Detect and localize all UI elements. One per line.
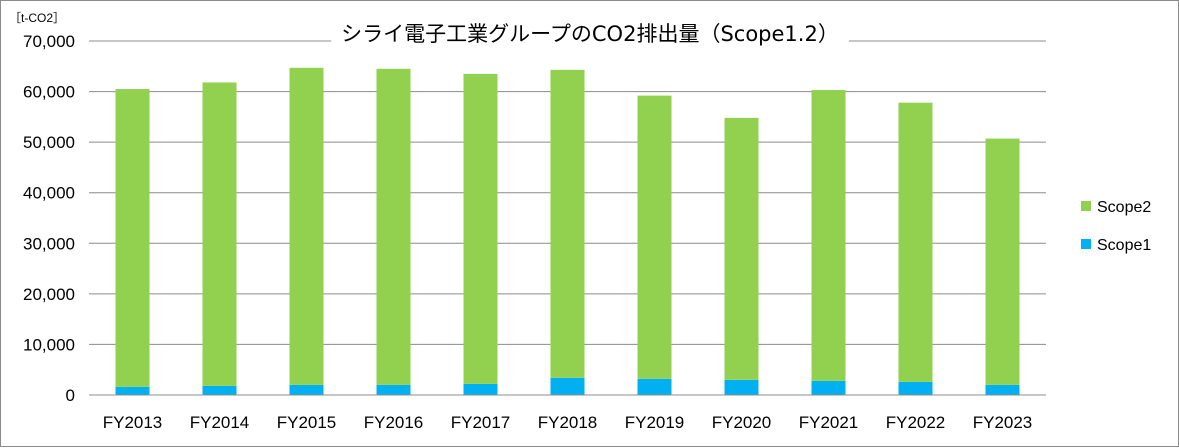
legend-swatch-scope2 — [1081, 201, 1091, 211]
y-tick-label: 50,000 — [23, 133, 75, 152]
bar-scope1-fy2019 — [637, 378, 672, 395]
y-tick-label: 30,000 — [23, 234, 75, 253]
bar-scope1-fy2013 — [115, 386, 150, 395]
y-tick-label: 20,000 — [23, 285, 75, 304]
y-tick-label: 60,000 — [23, 83, 75, 102]
bar-scope1-fy2020 — [724, 379, 759, 395]
bar-scope1-fy2018 — [550, 377, 585, 395]
x-tick-label: FY2015 — [277, 413, 337, 432]
x-tick-label: FY2022 — [886, 413, 946, 432]
x-tick-label: FY2013 — [103, 413, 163, 432]
bar-scope2-fy2017 — [463, 73, 498, 384]
bar-scope1-fy2022 — [898, 381, 933, 395]
legend: Scope2 Scope1 — [1081, 199, 1151, 254]
x-tick-label: FY2016 — [364, 413, 424, 432]
y-tick-label: 40,000 — [23, 184, 75, 203]
x-tick-label: FY2019 — [625, 413, 685, 432]
bar-scope2-fy2018 — [550, 69, 585, 378]
y-tick-label: 70,000 — [23, 32, 75, 51]
x-axis-ticks: FY2013 FY2014 FY2015 FY2016 FY2017 FY2018 FY20… — [103, 413, 1033, 432]
bar-scope1-fy2015 — [289, 384, 324, 395]
legend-label-scope1: Scope1 — [1097, 237, 1151, 254]
x-tick-label: FY2020 — [712, 413, 772, 432]
bar-scope1-fy2021 — [811, 380, 846, 395]
bar-scope2-fy2020 — [724, 117, 759, 380]
legend-swatch-scope1 — [1081, 239, 1091, 249]
x-tick-label: FY2018 — [538, 413, 598, 432]
x-tick-label: FY2021 — [799, 413, 859, 432]
chart-title: シライ電子工業グループのCO2排出量（Scope1.2） — [341, 22, 839, 46]
bar-scope2-fy2014 — [202, 82, 237, 386]
x-tick-label: FY2023 — [973, 413, 1033, 432]
bar-scope2-fy2021 — [811, 90, 846, 381]
y-axis-unit: ［t-CO2］ — [9, 11, 65, 25]
bar-scope1-fy2023 — [985, 384, 1020, 395]
bar-scope2-fy2015 — [289, 67, 324, 385]
legend-label-scope2: Scope2 — [1097, 199, 1151, 216]
bar-scope1-fy2016 — [376, 384, 411, 395]
bars — [115, 67, 1020, 395]
x-tick-label: FY2017 — [451, 413, 511, 432]
bar-scope2-fy2016 — [376, 68, 411, 385]
bar-scope2-fy2022 — [898, 102, 933, 382]
bar-scope2-fy2013 — [115, 89, 150, 387]
bar-scope1-fy2017 — [463, 383, 498, 395]
y-axis-ticks: 0 10,000 20,000 30,000 40,000 50,000 60,000 70,… — [23, 32, 75, 405]
bar-scope2-fy2019 — [637, 95, 672, 379]
bar-scope2-fy2023 — [985, 138, 1020, 385]
title-background — [331, 20, 849, 48]
bar-scope1-fy2014 — [202, 385, 237, 395]
x-tick-label: FY2014 — [190, 413, 250, 432]
y-tick-label: 0 — [66, 386, 75, 405]
y-tick-label: 10,000 — [23, 335, 75, 354]
